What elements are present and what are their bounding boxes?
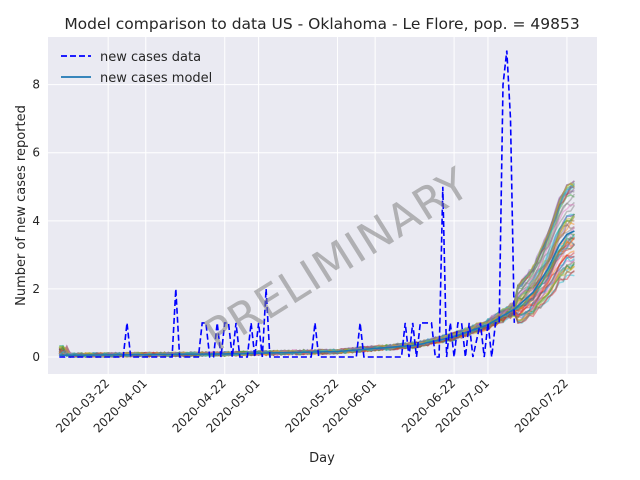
model-realization	[59, 221, 575, 358]
y-tick-label: 6	[32, 146, 40, 160]
legend-label-data: new cases data	[100, 50, 201, 65]
x-axis-label: Day	[309, 451, 335, 466]
x-tick-label: 2020-07-22	[512, 376, 571, 435]
y-tick-label: 4	[32, 214, 40, 228]
plot-area	[48, 37, 597, 374]
y-axis: 0 2 4 6 8	[32, 78, 40, 364]
series-lines	[59, 50, 575, 358]
model-realization	[58, 185, 575, 358]
data-series-line	[59, 50, 516, 358]
model-series-line	[59, 230, 575, 357]
y-tick-label: 8	[32, 78, 40, 92]
grid	[48, 37, 597, 374]
model-realization	[58, 213, 575, 358]
legend-label-model: new cases model	[100, 71, 212, 86]
legend: new cases data new cases model	[61, 50, 212, 86]
y-axis-label: Number of new cases reported	[14, 105, 29, 306]
chart-title: Model comparison to data US - Oklahoma -…	[64, 15, 579, 33]
y-tick-label: 0	[32, 350, 40, 364]
y-tick-label: 2	[32, 282, 40, 296]
model-realization	[58, 190, 575, 358]
